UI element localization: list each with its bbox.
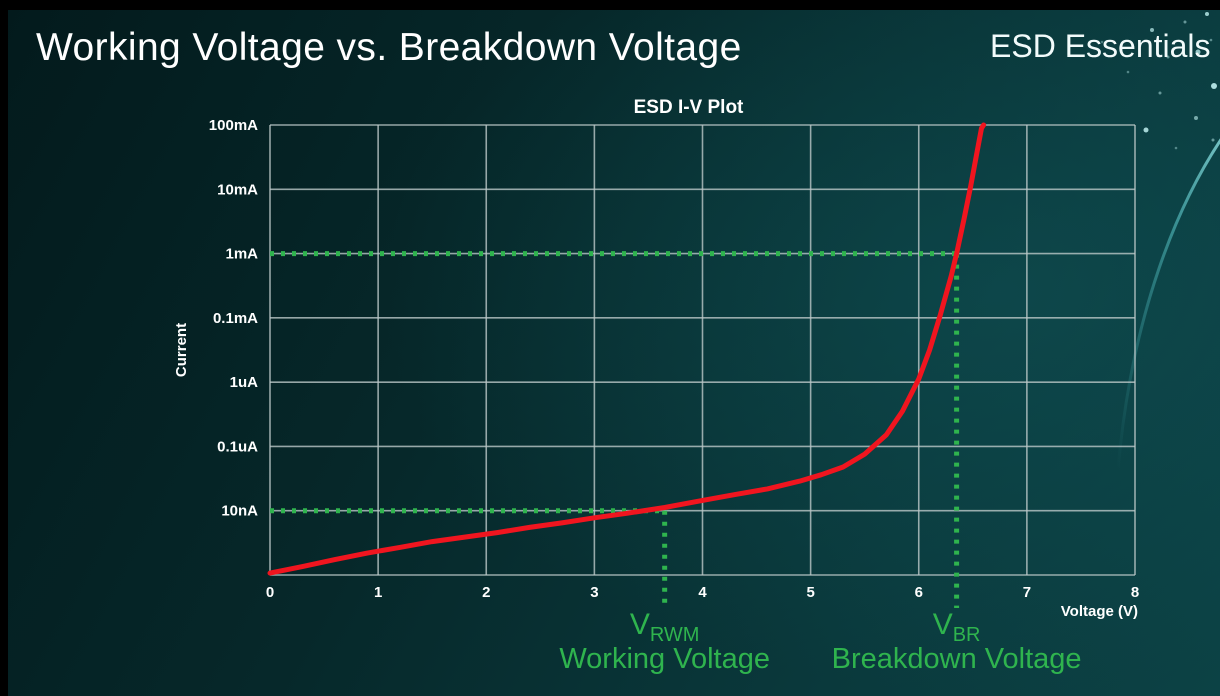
x-tick-label: 7 xyxy=(1023,584,1031,601)
x-tick-label: 6 xyxy=(915,584,923,601)
x-tick-label: 2 xyxy=(482,584,490,601)
x-tick-label: 1 xyxy=(374,584,382,601)
x-tick-label: 8 xyxy=(1131,584,1139,601)
y-tick-label: 0.1mA xyxy=(213,310,258,327)
y-tick-label: 10mA xyxy=(217,181,258,198)
bokeh-dots-decoration xyxy=(1100,12,1217,150)
x-tick-label: 5 xyxy=(806,584,814,601)
annotation-caption: Breakdown Voltage xyxy=(832,643,1082,675)
iv-curve xyxy=(267,122,987,576)
annotation-caption: Working Voltage xyxy=(559,643,770,675)
y-tick-label: 10nA xyxy=(221,503,258,520)
page-title: Working Voltage vs. Breakdown Voltage xyxy=(36,26,742,69)
y-axis-label: Current xyxy=(173,323,190,377)
annotation-symbol: VRWM xyxy=(630,608,700,646)
x-axis-label: Voltage (V) xyxy=(1061,603,1138,620)
y-tick-label: 1uA xyxy=(230,374,259,391)
top-border xyxy=(0,0,1220,10)
y-tick-label: 100mA xyxy=(209,117,258,134)
x-tick-label: 4 xyxy=(698,584,707,601)
y-tick-label: 0.1uA xyxy=(217,438,258,455)
brand-text: ESD Essentials xyxy=(990,28,1211,64)
left-border xyxy=(0,0,8,696)
chart-title: ESD I-V Plot xyxy=(634,97,744,118)
annotation-symbol: VBR xyxy=(933,608,981,646)
x-tick-label: 0 xyxy=(266,584,274,601)
swoosh-decoration xyxy=(1116,138,1220,471)
x-tick-label: 3 xyxy=(590,584,598,601)
y-tick-label: 1mA xyxy=(225,246,258,263)
